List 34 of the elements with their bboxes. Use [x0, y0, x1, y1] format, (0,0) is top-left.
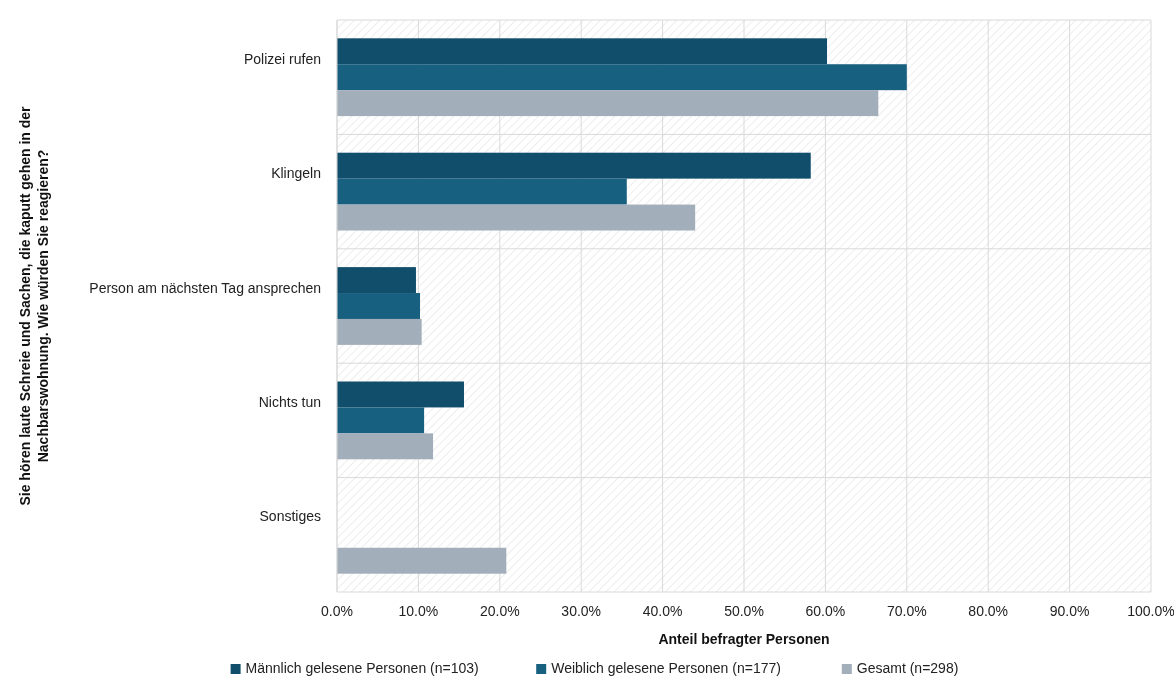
- bar: [337, 293, 421, 319]
- bar: [337, 267, 416, 294]
- x-axis-title: Anteil befragter Personen: [658, 631, 830, 647]
- bar: [337, 204, 696, 231]
- x-tick-label: 70.0%: [886, 603, 927, 619]
- x-tick-label: 80.0%: [968, 603, 1009, 619]
- y-axis-title: Sie hören laute Schreie und Sachen, die kaputt gehen in der Nachbarswohnung. Wie würden Sie reagieren?: [17, 105, 51, 506]
- bar: [337, 381, 464, 408]
- legend-label: Gesamt (n=298): [856, 659, 959, 676]
- bar: [337, 38, 828, 65]
- bar: [337, 407, 425, 434]
- bar: [337, 547, 507, 574]
- legend-label: Weiblich gelesene Personen (n=177): [551, 659, 781, 676]
- y-tick-label: Nichts tun: [258, 393, 321, 410]
- x-tick-label: 90.0%: [1049, 603, 1090, 619]
- x-tick-label: 100.0%: [1127, 603, 1174, 619]
- bar: [337, 90, 879, 117]
- x-tick-label: 20.0%: [479, 603, 520, 619]
- bar: [337, 64, 907, 91]
- bar: [337, 178, 627, 205]
- x-tick-label: 0.0%: [321, 603, 353, 619]
- bar: [337, 152, 811, 179]
- legend-label: Männlich gelesene Personen (n=103): [245, 659, 479, 676]
- bar: [337, 318, 422, 345]
- y-tick-label: Polizei rufen: [243, 50, 321, 67]
- y-tick-label: Klingeln: [271, 165, 321, 182]
- x-tick-label: 30.0%: [561, 603, 602, 619]
- x-tick-label: 50.0%: [724, 603, 764, 619]
- x-tick-label: 60.0%: [805, 603, 846, 619]
- y-tick-label: Sonstiges: [259, 508, 321, 525]
- y-tick-label: Person am nächsten Tag ansprechen: [89, 279, 321, 296]
- bar: [337, 433, 434, 460]
- x-tick-label: 40.0%: [642, 603, 683, 619]
- x-tick-label: 10.0%: [398, 603, 439, 619]
